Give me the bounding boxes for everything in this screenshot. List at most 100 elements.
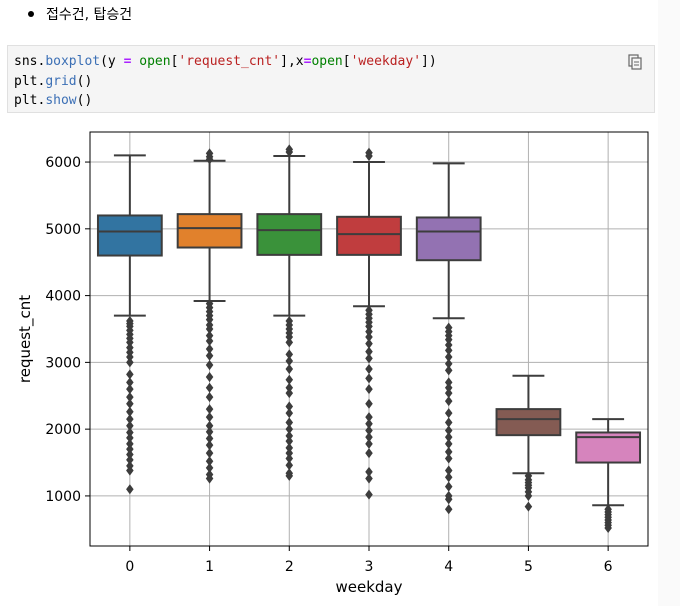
- code-token: .: [37, 54, 46, 69]
- outlier-point: [205, 360, 214, 371]
- outlier-point: [444, 494, 453, 505]
- outlier-point: [365, 398, 373, 409]
- outlier-point: [365, 151, 373, 162]
- outlier-point: [285, 408, 294, 419]
- box-group-0: [96, 154, 163, 495]
- box-group-4: [415, 162, 482, 515]
- outlier-point: [444, 408, 453, 419]
- outlier-point: [285, 356, 294, 367]
- x-tick-label: 1: [205, 559, 214, 575]
- outlier-point: [524, 501, 533, 512]
- outlier-point: [444, 438, 453, 449]
- code-token: boxplot: [45, 54, 101, 69]
- outlier-point: [365, 489, 373, 500]
- box-group-2: [256, 144, 323, 481]
- outlier-point: [126, 484, 134, 495]
- outlier-point: [365, 373, 373, 384]
- code-line: plt.grid(): [14, 72, 437, 92]
- box-iqr: [495, 408, 562, 437]
- code-token: open: [139, 54, 171, 69]
- y-tick-label: 2000: [45, 422, 81, 438]
- box-iqr: [256, 213, 323, 256]
- outlier-point: [285, 374, 294, 385]
- y-tick-label: 3000: [45, 355, 81, 371]
- code-token: open: [311, 54, 343, 69]
- x-tick-label: 5: [524, 559, 533, 575]
- tick-layer: 1000 2000 3000 4000 5000 6000 0 1 2 3 4 5 6: [45, 155, 612, 575]
- code-token: sns: [14, 54, 38, 69]
- code-token: grid: [45, 73, 77, 89]
- outlier-point: [205, 448, 214, 459]
- code-token: [: [170, 54, 179, 69]
- y-tick-label: 6000: [45, 155, 81, 171]
- outlier-point: [444, 481, 453, 492]
- x-tick-label: 3: [365, 559, 374, 575]
- code-line: sns.boxplot(y = open['request_cnt'],x=op…: [14, 52, 437, 72]
- y-axis-label: request_cnt: [16, 295, 35, 383]
- outlier-point: [365, 364, 373, 375]
- outlier-point: [444, 396, 453, 407]
- outlier-point: [524, 490, 533, 501]
- code-token: show: [45, 93, 77, 108]
- x-axis-label: weekday: [335, 578, 402, 596]
- outlier-point: [205, 404, 214, 415]
- outlier-point: [285, 146, 294, 158]
- outlier-point: [365, 338, 373, 349]
- outlier-point: [444, 365, 453, 376]
- outlier-point: [126, 465, 134, 476]
- code-token: ]): [421, 54, 437, 69]
- code-token: (): [76, 93, 93, 108]
- code-token: ],x: [280, 54, 304, 69]
- outlier-point: [126, 357, 134, 368]
- outlier-point: [205, 335, 214, 347]
- box-iqr: [176, 213, 243, 249]
- box-layer: [96, 144, 642, 534]
- outlier-point: [285, 364, 294, 375]
- code-token: (): [76, 73, 93, 89]
- x-tick-label: 0: [125, 559, 134, 575]
- code-token: .: [37, 93, 46, 108]
- code-line: plt.show(): [14, 91, 437, 111]
- outlier-point: [205, 372, 214, 383]
- code-token: [: [342, 54, 351, 69]
- outlier-point: [444, 388, 453, 399]
- outlier-point: [205, 382, 214, 393]
- outlier-point: [444, 504, 453, 515]
- code-cell[interactable]: sns.boxplot(y = open['request_cnt'],x=op…: [7, 45, 655, 113]
- outlier-point: [604, 522, 612, 534]
- bullet-dot: [28, 11, 34, 17]
- outlier-point: [365, 438, 373, 449]
- box-group-5: [495, 374, 562, 512]
- outlier-point: [126, 384, 134, 395]
- code-token: =: [123, 54, 132, 69]
- code-token: (y: [100, 54, 124, 69]
- scrollbar-gutter[interactable]: [658, 0, 680, 606]
- outlier-point: [126, 369, 134, 380]
- code-lines[interactable]: sns.boxplot(y = open['request_cnt'],x=op…: [14, 52, 437, 111]
- outlier-point: [444, 472, 453, 483]
- outlier-point: [205, 392, 214, 403]
- box-group-3: [336, 147, 402, 500]
- x-tick-label: 4: [444, 559, 453, 575]
- outlier-point: [285, 337, 294, 348]
- code-token: plt: [14, 93, 38, 108]
- outlier-point: [285, 388, 294, 399]
- x-tick-label: 6: [604, 559, 613, 575]
- copy-icon[interactable]: [628, 54, 642, 70]
- outlier-point: [205, 154, 214, 165]
- x-tick-label: 2: [285, 559, 294, 575]
- outlier-point: [365, 473, 373, 484]
- code-token: plt: [14, 73, 38, 89]
- bullet-text: 접수건, 탑승건: [46, 7, 133, 23]
- y-tick-label: 1000: [45, 489, 81, 505]
- outlier-point: [205, 440, 214, 451]
- y-tick-label: 5000: [45, 222, 81, 238]
- box-group-1: [176, 148, 243, 484]
- outlier-point: [444, 453, 453, 464]
- outlier-point: [126, 398, 134, 409]
- outlier-point: [285, 470, 294, 481]
- outlier-point: [205, 473, 214, 484]
- code-token: 'request_cnt': [178, 54, 281, 69]
- box-iqr: [415, 216, 482, 262]
